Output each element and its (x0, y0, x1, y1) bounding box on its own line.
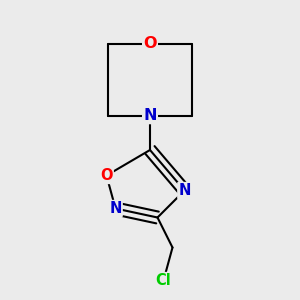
Text: N: N (178, 183, 191, 198)
Text: Cl: Cl (156, 273, 171, 288)
Text: N: N (143, 108, 157, 123)
Text: O: O (143, 36, 157, 51)
Text: N: N (109, 201, 122, 216)
Text: O: O (100, 168, 113, 183)
